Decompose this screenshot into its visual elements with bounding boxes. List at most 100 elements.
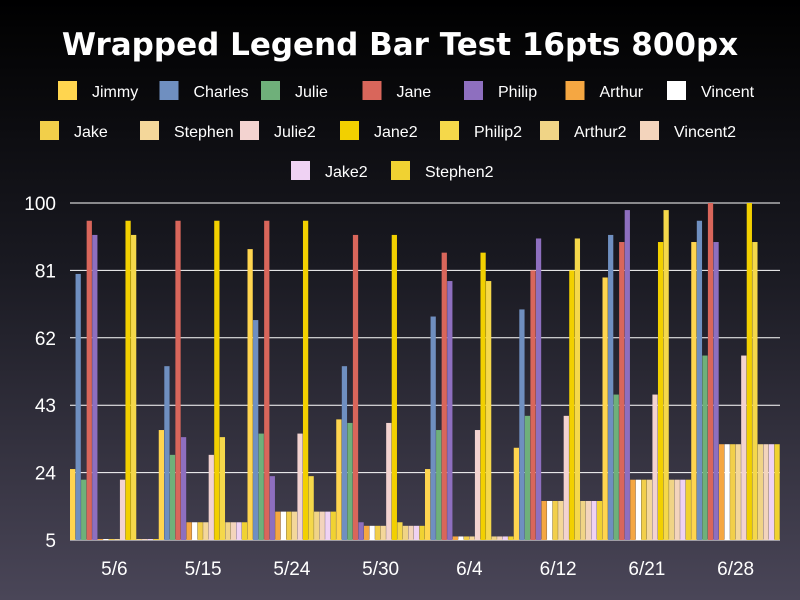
bar-philip2-5-6	[131, 234, 137, 540]
bar-julie-5-30	[347, 422, 353, 540]
bar-vincent-6-12	[547, 500, 553, 540]
bar-julie2-6-12	[563, 415, 569, 540]
bar-jimmy-5-15	[158, 430, 164, 540]
bar-arthur-6-21	[630, 479, 636, 540]
bar-arthur2-5-15	[225, 522, 231, 540]
bar-jake2-5-15	[236, 522, 242, 540]
legend-swatch-philip	[464, 81, 483, 100]
bar-vincent2-5-24	[319, 511, 325, 540]
bar-jane2-6-21	[657, 242, 664, 540]
bar-stephen2-5-30	[419, 525, 425, 540]
bar-charles-6-21	[608, 234, 614, 540]
legend-swatch-jane	[362, 81, 382, 100]
bar-jake-6-21	[641, 479, 647, 540]
y-tick-label-43: 43	[35, 396, 56, 417]
bar-arthur-5-15	[186, 522, 192, 540]
chart-title: Wrapped Legend Bar Test 16pts 800px	[62, 27, 738, 63]
bar-arthur-6-4	[452, 536, 458, 540]
x-axis-ticks: 5/6 5/15 5/24 5/30 6/4 6/12 6/21 6/28	[101, 559, 754, 580]
bar-vincent-5-6	[103, 539, 109, 540]
bar-jake-5-6	[108, 539, 115, 540]
bar-jane2-5-6	[125, 220, 131, 541]
bar-philip2-5-30	[397, 522, 403, 540]
y-tick-label-81: 81	[35, 261, 56, 282]
bar-vincent2-5-15	[230, 522, 237, 540]
legend-label-jane: Jane	[397, 84, 432, 101]
bar-jane-5-30	[352, 234, 359, 540]
x-tick-label-6-4: 6/4	[456, 559, 483, 580]
y-tick-label-24: 24	[35, 464, 57, 485]
legend-swatch-arthur2	[540, 121, 559, 140]
bar-arthur-5-24	[275, 511, 281, 540]
bar-arthur-6-12	[541, 500, 547, 540]
bar-jake2-5-24	[325, 511, 331, 540]
bar-jane-5-6	[86, 220, 92, 541]
bar-stephen-6-21	[646, 479, 653, 540]
x-tick-label-6-28: 6/28	[717, 559, 754, 580]
bar-vincent-6-28	[724, 444, 730, 540]
bar-arthur-5-30	[363, 525, 370, 540]
legend-label-arthur2: Arthur2	[574, 124, 627, 141]
legend-label-jimmy: Jimmy	[92, 84, 138, 101]
bar-jane2-5-15	[214, 220, 220, 541]
legend: Jimmy Charles Julie Jane Philip Arthur Vincent…	[40, 81, 755, 181]
legend-swatch-jane2	[340, 121, 359, 140]
legend-swatch-arthur	[565, 81, 585, 100]
bar-vincent2-6-28	[763, 444, 769, 540]
legend-label-julie2: Julie2	[274, 124, 316, 141]
bar-jake-6-12	[552, 500, 558, 540]
bar-arthur2-6-28	[757, 444, 764, 540]
bar-vincent2-5-6	[142, 539, 148, 540]
bar-stephen2-5-6	[153, 539, 159, 540]
bar-stephen-5-24	[291, 511, 298, 540]
bar-jane2-6-28	[746, 203, 752, 540]
bar-jake2-6-4	[502, 536, 508, 540]
bar-jane2-6-4	[480, 252, 486, 540]
y-tick-label-5: 5	[45, 531, 56, 552]
bar-arthur-5-6	[97, 539, 103, 540]
bar-charles-5-24	[253, 320, 259, 540]
bar-arthur2-6-21	[669, 479, 675, 540]
bar-jake2-6-28	[768, 444, 775, 540]
bar-arthur-6-28	[718, 444, 725, 540]
x-tick-label-5-24: 5/24	[273, 559, 310, 580]
legend-label-jake2: Jake2	[325, 164, 368, 181]
bar-philip-6-21	[624, 210, 630, 540]
x-tick-label-6-12: 6/12	[540, 559, 577, 580]
bar-julie2-5-30	[386, 422, 392, 540]
bar-vincent2-6-12	[585, 500, 592, 540]
legend-label-philip2: Philip2	[474, 124, 522, 141]
bar-jake-6-4	[463, 536, 470, 540]
bar-jake2-5-6	[147, 539, 153, 540]
bar-julie-6-4	[436, 430, 442, 540]
x-tick-label-5-6: 5/6	[101, 559, 127, 580]
bar-vincent2-6-21	[674, 479, 680, 540]
bar-stephen-6-4	[469, 536, 475, 540]
bar-vincent-5-30	[369, 525, 375, 540]
bar-julie2-6-4	[474, 430, 481, 540]
bar-stephen2-6-12	[596, 500, 603, 540]
legend-swatch-vincent	[667, 81, 686, 100]
legend-swatch-julie	[261, 81, 280, 100]
bar-jimmy-5-24	[247, 249, 253, 540]
bar-julie-5-6	[81, 479, 87, 540]
bar-jake-5-15	[197, 522, 203, 540]
legend-label-charles: Charles	[194, 84, 249, 101]
bar-stephen2-5-24	[330, 511, 336, 540]
bar-charles-6-12	[519, 309, 525, 540]
bar-arthur2-5-24	[314, 511, 320, 540]
bar-vincent-6-21	[635, 479, 642, 540]
legend-swatch-julie2	[240, 121, 259, 140]
bar-vincent-5-15	[192, 522, 198, 540]
legend-swatch-vincent2	[640, 121, 659, 140]
bar-stephen2-5-15	[241, 522, 248, 540]
bar-jane-6-4	[441, 252, 447, 540]
legend-label-vincent2: Vincent2	[674, 124, 736, 141]
bar-jimmy-5-6	[70, 469, 76, 540]
bar-vincent2-6-4	[497, 536, 503, 540]
bar-jane-5-24	[264, 220, 270, 541]
bar-charles-6-28	[696, 220, 703, 541]
bar-philip2-5-24	[308, 476, 314, 540]
legend-label-stephen2: Stephen2	[425, 164, 494, 181]
